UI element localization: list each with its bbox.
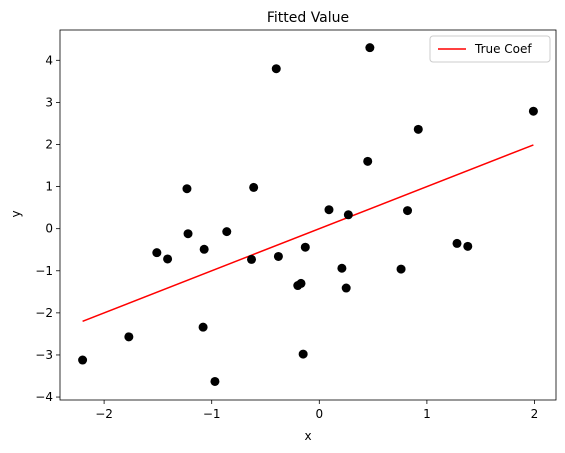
data-point bbox=[324, 205, 334, 215]
x-tick-label: 2 bbox=[531, 407, 539, 421]
y-tick-label: 3 bbox=[45, 95, 53, 109]
data-point bbox=[124, 332, 134, 342]
y-tick-label: −3 bbox=[35, 348, 53, 362]
legend-label: True Coef bbox=[474, 42, 532, 56]
legend-box bbox=[429, 35, 551, 63]
data-point bbox=[163, 254, 173, 264]
y-tick-label: 0 bbox=[45, 222, 53, 236]
data-point bbox=[343, 210, 353, 220]
y-tick-label: 2 bbox=[45, 137, 53, 151]
data-point bbox=[296, 278, 306, 288]
x-tick-label: 1 bbox=[423, 407, 431, 421]
y-tick-label: −4 bbox=[35, 390, 53, 404]
plot-frame bbox=[59, 29, 557, 401]
data-point bbox=[152, 248, 162, 258]
data-point bbox=[396, 264, 406, 274]
data-point bbox=[300, 242, 310, 252]
x-tick-label: 0 bbox=[315, 407, 323, 421]
chart-title: Fitted Value bbox=[267, 10, 349, 26]
data-point bbox=[463, 241, 473, 251]
data-point bbox=[222, 227, 232, 237]
data-point bbox=[182, 184, 192, 194]
y-tick-label: −1 bbox=[35, 264, 53, 278]
data-point bbox=[249, 182, 259, 192]
y-tick-label: 1 bbox=[45, 180, 53, 194]
data-point bbox=[298, 349, 308, 359]
data-point bbox=[198, 322, 208, 332]
x-axis-label: x bbox=[304, 429, 311, 443]
data-point bbox=[413, 124, 423, 134]
data-point bbox=[183, 229, 193, 239]
y-tick-label: −2 bbox=[35, 306, 53, 320]
data-point bbox=[452, 238, 462, 248]
data-point bbox=[210, 376, 220, 386]
data-point bbox=[341, 283, 351, 293]
y-tick-label: 4 bbox=[45, 53, 53, 67]
data-point bbox=[365, 43, 375, 53]
data-point bbox=[363, 156, 373, 166]
data-point bbox=[78, 355, 88, 365]
y-axis-label: y bbox=[9, 210, 23, 217]
data-point bbox=[337, 263, 347, 273]
plot-area bbox=[78, 43, 538, 386]
data-point bbox=[528, 106, 538, 116]
data-point bbox=[247, 254, 257, 264]
data-point bbox=[403, 206, 413, 216]
x-tick-label: −2 bbox=[95, 407, 113, 421]
fit-line bbox=[82, 144, 534, 322]
data-point bbox=[271, 64, 281, 74]
x-tick-label: −1 bbox=[203, 407, 221, 421]
legend: True Coef bbox=[429, 35, 551, 63]
data-point bbox=[273, 251, 283, 261]
axes: −2 −1 0 1 2 −4 −3 −2 −1 0 1 2 3 4 bbox=[35, 29, 557, 421]
data-point bbox=[199, 244, 209, 254]
